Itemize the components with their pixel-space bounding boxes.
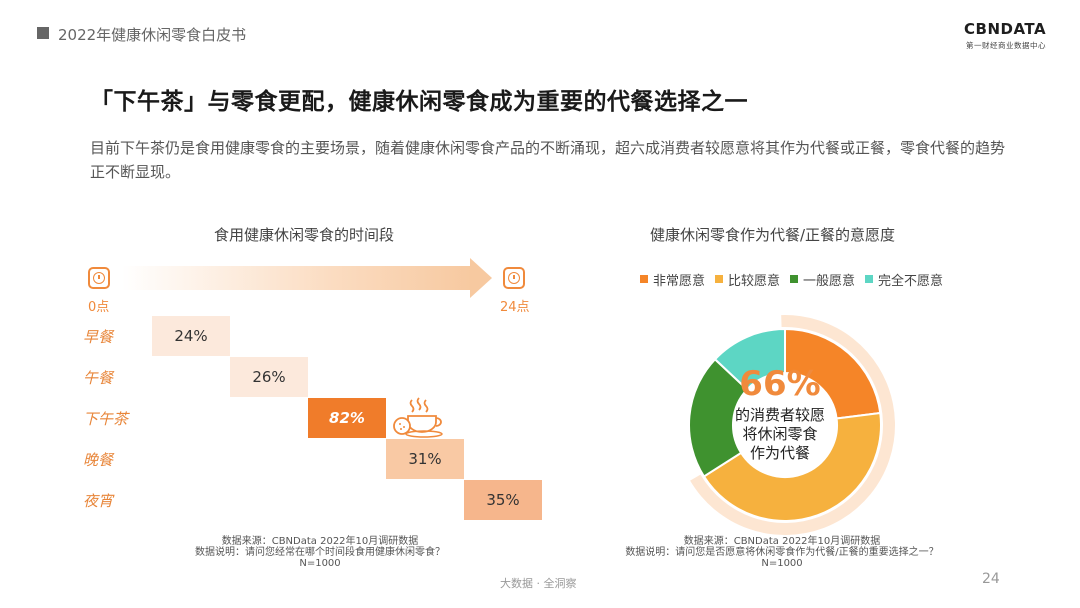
donut-center-line1: 的消费者较愿 <box>734 406 825 424</box>
right-chart-title: 健康休闲零食作为代餐/正餐的意愿度 <box>650 226 896 244</box>
legend-label-1: 比较愿意 <box>728 273 781 289</box>
left-source-line2: 数据说明：请问您经常在哪个时间段食用健康休闲零食？ <box>195 547 445 558</box>
time-slot-bar-2: 82% <box>308 398 386 438</box>
legend-item-2: 一般愿意 <box>790 270 855 289</box>
page-number: 24 <box>982 571 1000 587</box>
legend-swatch-1 <box>715 275 724 283</box>
meal-label-4: 夜宵 <box>83 492 114 510</box>
right-source-line1: 数据来源：CBNData 2022年10月调研数据 <box>683 536 881 547</box>
donut-center-line3: 作为代餐 <box>749 444 810 462</box>
left-source-line1: 数据来源：CBNData 2022年10月调研数据 <box>221 536 419 547</box>
clock-start-icon <box>88 267 110 289</box>
cbndata-logo: CBNDATA <box>964 20 1047 38</box>
legend-swatch-3 <box>865 275 874 283</box>
timeline-arrow-head <box>470 258 492 298</box>
right-source-line3: N=1000 <box>761 558 803 569</box>
willingness-donut-chart <box>688 315 895 535</box>
time-end-label: 24点 <box>500 300 530 315</box>
meal-label-2: 下午茶 <box>83 410 129 428</box>
left-chart-title: 食用健康休闲零食的时间段 <box>214 226 395 244</box>
time-slot-bar-3: 31% <box>386 439 464 479</box>
page-description: 目前下午茶仍是食用健康零食的主要场景，随着健康休闲零食产品的不断涌现，超六成消费… <box>90 139 1006 181</box>
time-slot-bar-1: 26% <box>230 357 308 397</box>
meal-label-0: 早餐 <box>83 328 114 346</box>
donut-slice-3 <box>713 327 786 391</box>
legend-swatch-2 <box>790 275 799 283</box>
timeline-arrow-bar <box>122 266 472 290</box>
report-title: 2022年健康休闲零食白皮书 <box>58 26 247 44</box>
donut-center-value: 66% <box>739 364 821 404</box>
time-start-label: 0点 <box>88 300 110 315</box>
header-square-icon <box>37 27 49 39</box>
time-slot-bar-0: 24% <box>152 316 230 356</box>
meal-label-3: 晚餐 <box>83 451 114 469</box>
donut-center-line2: 将休闲零食 <box>742 425 818 443</box>
donut-legend: 非常愿意 比较愿意 一般愿意 完全不愿意 <box>640 268 953 289</box>
legend-item-0: 非常愿意 <box>640 270 705 289</box>
legend-label-2: 一般愿意 <box>803 273 856 289</box>
tea-cup-icon <box>393 397 443 438</box>
legend-label-3: 完全不愿意 <box>878 273 944 289</box>
donut-hole <box>733 373 837 477</box>
legend-label-0: 非常愿意 <box>653 273 706 289</box>
time-slot-bar-4: 35% <box>464 480 542 520</box>
logo-subtitle: 第一财经商业数据中心 <box>966 41 1046 50</box>
legend-item-3: 完全不愿意 <box>865 270 943 289</box>
clock-end-icon <box>503 267 525 289</box>
footer-slogan: 大数据 · 全洞察 <box>500 577 577 590</box>
meal-label-1: 午餐 <box>83 369 114 387</box>
page-title: 「下午茶」与零食更配，健康休闲零食成为重要的代餐选择之一 <box>90 89 748 115</box>
left-source-line3: N=1000 <box>299 558 341 569</box>
legend-swatch-0 <box>640 275 648 283</box>
right-source-line2: 数据说明：请问您是否愿意将休闲零食作为代餐/正餐的重要选择之一？ <box>625 547 939 558</box>
legend-item-1: 比较愿意 <box>715 270 780 289</box>
